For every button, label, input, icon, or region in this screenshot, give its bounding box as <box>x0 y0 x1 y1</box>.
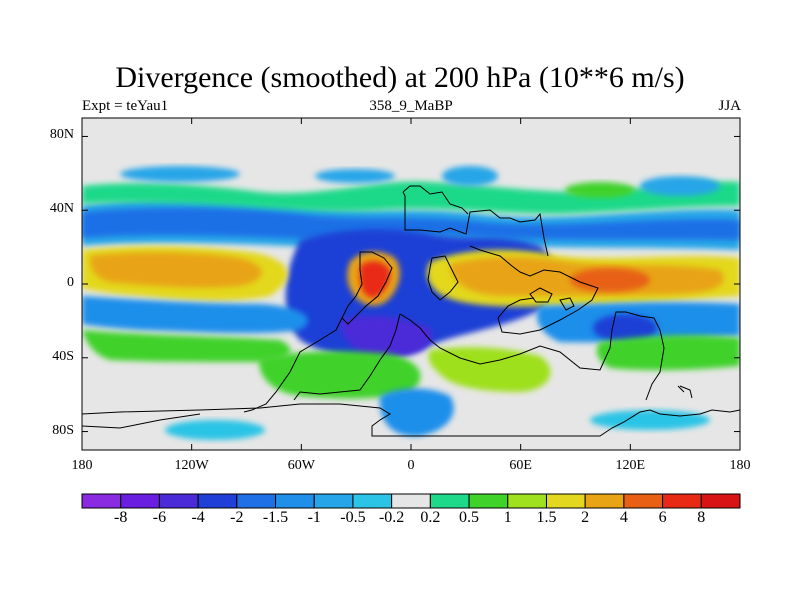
colorbar-label: 2 <box>581 509 590 526</box>
colorbar-label: -4 <box>191 509 205 526</box>
band-positive-south-east <box>596 335 740 371</box>
colorbar-label: 1 <box>503 509 512 526</box>
continent-outlines <box>82 185 740 437</box>
cell-negative-polar-west <box>165 420 265 440</box>
colorbar-label: 0.5 <box>459 509 480 526</box>
colorbar-swatch <box>391 493 431 509</box>
season-label: JJA <box>718 98 741 114</box>
cell-positive-south-east <box>428 347 551 392</box>
region-very-deep-negative <box>340 315 433 358</box>
coastline-eurasia <box>402 191 549 257</box>
colorbar-swatch <box>275 493 315 509</box>
colorbar-swatch <box>584 493 625 509</box>
colorbar-label: -6 <box>152 509 167 526</box>
colorbar-swatch <box>120 493 160 509</box>
colorbar-swatch <box>700 493 741 509</box>
coastline-south-america-east <box>293 313 401 401</box>
x-tick-label: 60W <box>287 458 315 473</box>
colorbar-label: -1 <box>307 509 321 526</box>
colorbar-label: -8 <box>114 509 128 526</box>
colorbar-label: -1.5 <box>262 509 289 526</box>
cell-negative-150e-north <box>640 176 720 196</box>
x-tick-label: 60E <box>509 458 532 473</box>
colorbar-label: 6 <box>658 509 667 526</box>
colorbar-label: 1.5 <box>536 509 557 526</box>
band-positive-west-core <box>90 252 262 288</box>
coastline-arabia <box>427 255 459 301</box>
band-negative-south-west <box>82 296 308 334</box>
colorbar-swatch <box>313 493 354 509</box>
x-tick-label: 120E <box>615 458 646 473</box>
cell-strong-positive-east <box>570 268 650 292</box>
colorbar-label: 8 <box>697 509 706 526</box>
coastline-africa-australia <box>399 311 665 401</box>
cell-negative-180-north <box>120 166 240 182</box>
colorbar-swatch <box>352 493 393 509</box>
colorbar-label: -0.2 <box>378 509 405 526</box>
cell-negative-polar-east <box>590 410 710 430</box>
y-tick-label: 40S <box>52 348 74 364</box>
y-tick-label: 40N <box>49 201 74 217</box>
x-tick-label: 120W <box>174 458 209 473</box>
colorbar-label: 4 <box>619 509 628 526</box>
run-label: 358_9_MaBP <box>369 98 453 114</box>
colorbar-swatch <box>623 493 664 509</box>
band-positive-south-west <box>82 330 291 362</box>
colorbar-swatch <box>507 493 547 509</box>
x-tick-label: 180 <box>729 458 751 473</box>
y-tick-label: 0 <box>67 275 74 290</box>
colorbar-swatch <box>545 493 586 509</box>
cell-negative-40e-north <box>442 166 498 186</box>
colorbar <box>81 493 741 509</box>
cell-positive-100e-north <box>565 182 635 198</box>
colorbar-swatch <box>236 493 277 509</box>
y-tick-label: 80N <box>49 127 74 143</box>
colorbar-swatch <box>81 493 122 509</box>
colorbar-label: -2 <box>230 509 244 526</box>
colorbar-label: 0.2 <box>420 509 441 526</box>
cell-negative-south-east <box>593 314 657 342</box>
coastline-asia-south <box>469 245 599 335</box>
colorbar-swatch <box>197 493 238 509</box>
band-positive-north <box>82 181 740 214</box>
colorbar-swatch <box>429 493 470 509</box>
coastline-antarctica-north <box>82 403 740 437</box>
axis-ticks <box>81 118 741 450</box>
cell-negative-60w-north <box>315 169 395 183</box>
coastline-islands <box>529 287 575 311</box>
coastline-new-zealand <box>677 385 693 399</box>
coastline-america-north <box>341 251 393 325</box>
colorbar-swatch <box>468 493 509 509</box>
x-tick-label: 180 <box>71 458 93 473</box>
y-tick-label: 80S <box>52 422 74 438</box>
coastline-europe <box>402 185 469 215</box>
x-tick-label: 0 <box>407 458 415 473</box>
chart-title: Divergence (smoothed) at 200 hPa (10**6 … <box>115 61 685 94</box>
contour-fields <box>82 118 740 450</box>
cell-negative-high-south <box>379 388 454 437</box>
cell-positive-south-central <box>259 351 421 399</box>
colorbar-label: -0.5 <box>340 509 366 526</box>
band-negative-north-core <box>82 207 740 240</box>
colorbar-swatch <box>158 493 199 509</box>
experiment-label: Expt = teYau1 <box>82 98 169 114</box>
coastline-antarctica-west <box>82 413 201 429</box>
colorbar-swatch <box>662 493 702 509</box>
